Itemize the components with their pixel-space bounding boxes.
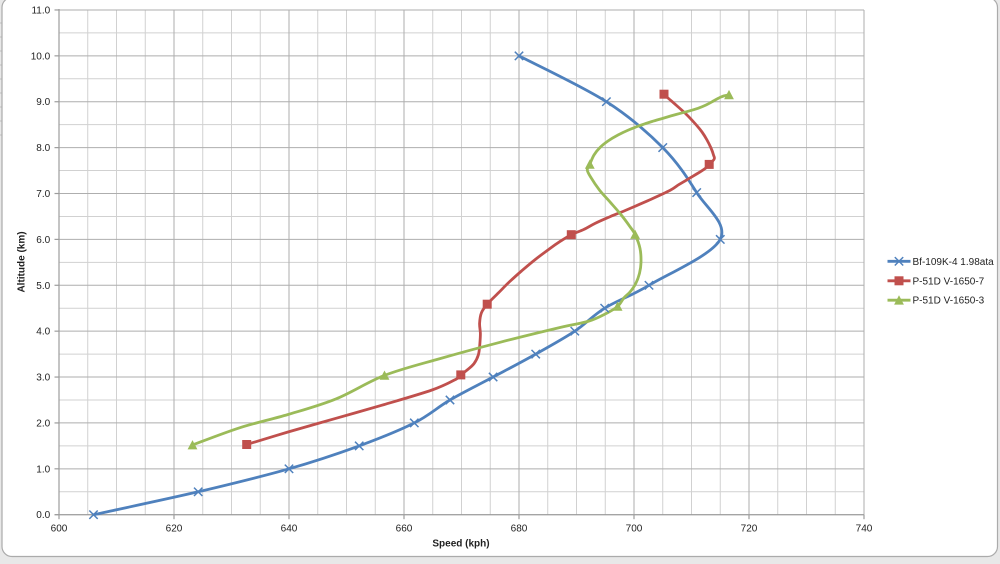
svg-text:0.0: 0.0 (36, 510, 50, 521)
svg-text:620: 620 (166, 524, 183, 535)
svg-text:P-51D V-1650-3: P-51D V-1650-3 (913, 296, 985, 307)
svg-text:10.0: 10.0 (31, 51, 51, 62)
svg-text:660: 660 (396, 524, 413, 535)
svg-text:4.0: 4.0 (36, 327, 50, 338)
svg-text:700: 700 (626, 524, 643, 535)
svg-text:9.0: 9.0 (36, 97, 50, 108)
svg-text:2.0: 2.0 (36, 418, 50, 429)
svg-text:740: 740 (856, 524, 873, 535)
svg-text:7.0: 7.0 (36, 189, 50, 200)
svg-text:11.0: 11.0 (31, 6, 50, 17)
svg-text:680: 680 (511, 524, 528, 535)
svg-text:1.0: 1.0 (36, 464, 50, 475)
svg-text:3.0: 3.0 (36, 373, 50, 384)
svg-text:640: 640 (281, 524, 298, 535)
svg-text:720: 720 (741, 524, 758, 535)
svg-text:Bf-109K-4 1.98ata: Bf-109K-4 1.98ata (913, 257, 995, 268)
svg-text:P-51D V-1650-7: P-51D V-1650-7 (913, 276, 985, 287)
svg-text:5.0: 5.0 (36, 281, 50, 292)
svg-text:Speed (kph): Speed (kph) (432, 539, 489, 550)
svg-text:600: 600 (51, 524, 68, 535)
svg-text:8.0: 8.0 (36, 143, 50, 154)
svg-text:Altitude (km): Altitude (km) (17, 231, 28, 292)
svg-text:6.0: 6.0 (36, 235, 50, 246)
